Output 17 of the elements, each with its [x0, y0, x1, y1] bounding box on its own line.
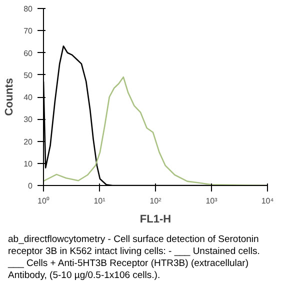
y-tick-label: 40 [24, 93, 34, 102]
y-tick-label: 70 [24, 26, 34, 36]
y-tick-label: 50 [24, 70, 34, 80]
y-tick-label: 0 [28, 182, 34, 190]
x-axis-title: FL1-H [140, 214, 172, 226]
x-tick-label: 10⁴ [261, 196, 274, 206]
x-tick-label: 10⁰ [38, 196, 50, 206]
text: ab_directflowcytometry - Cell surface detection of Serotonin receptor 3B in K562 intact living cells: - ___ Unstained cells. ___ Cells + Anti-5HT3B Receptor (HTR3B) (extracellular) Antibody, (5-10 µg/0.5-1x106 cells.). [8, 234, 261, 282]
x-tick-label: 10³ [206, 196, 218, 206]
y-tick-label: 80 [24, 4, 34, 14]
y-tick-label: 20 [24, 137, 34, 146]
x-tick-label: 10² [150, 196, 162, 206]
x-tick-label: 10¹ [94, 196, 106, 206]
y-axis-title: Counts [4, 78, 16, 116]
y-tick-label: 60 [24, 48, 34, 58]
y-tick-label: 30 [24, 115, 34, 124]
y-tick-label: 10 [24, 159, 34, 168]
